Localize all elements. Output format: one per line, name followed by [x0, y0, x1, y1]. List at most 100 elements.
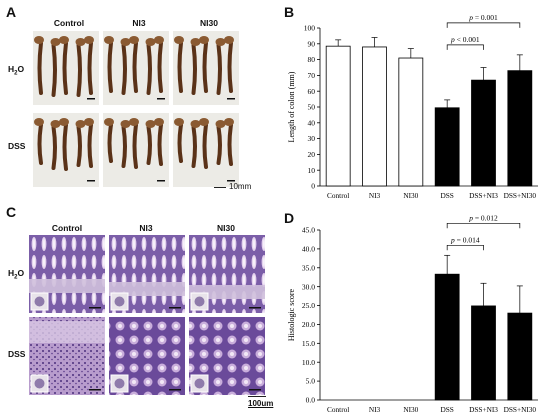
colon-specimen: [107, 123, 113, 163]
cecum: [199, 118, 209, 126]
panel-d-category-label: NI3: [369, 405, 381, 414]
inset-crypt: [194, 296, 205, 307]
panel-d-category-label: Control: [327, 405, 349, 414]
panel-c-col-ni30: NI30: [217, 223, 235, 233]
cecum: [129, 118, 139, 126]
colon-specimen: [227, 123, 233, 166]
panel-d-bar: [507, 312, 533, 401]
inset-crypt: [34, 378, 45, 389]
panel-b-bar: [507, 70, 533, 187]
colon-specimen: [146, 125, 152, 165]
cecum: [190, 38, 201, 46]
tile-scale-mark: [249, 389, 261, 391]
panel-b-category-label: NI30: [403, 191, 418, 200]
colon-specimen: [51, 43, 57, 97]
panel-d-y-tick-label: 15.0: [302, 339, 315, 348]
panel-d-chart: 0.0 5.0 10.0 15.0 20.0 25.0 30.0 35.0 40.0 45.0 Hi…: [287, 213, 538, 414]
panel-b-y-tick-label: 20: [308, 150, 316, 159]
panel-d-y-tick-label: 25.0: [302, 301, 315, 310]
tile-scale-mark: [87, 180, 95, 182]
panel-b-category-label: NI3: [369, 191, 381, 200]
cecum: [84, 118, 94, 126]
cecum: [75, 38, 86, 46]
colon-specimen: [76, 43, 82, 97]
panel-b-significance-label: p < 0.001: [450, 35, 480, 44]
inset-crypt: [114, 378, 125, 389]
panel-d-bar: [471, 305, 496, 401]
panel-d-y-tick-label: 45.0: [302, 226, 315, 235]
panel-b-letter: B: [284, 4, 295, 20]
tile-scale-mark: [249, 307, 261, 309]
colon-specimen: [191, 43, 197, 95]
panel-d-bar: [434, 273, 460, 401]
colon-specimen: [191, 125, 197, 168]
cecum: [174, 118, 184, 126]
panel-a-col-ni30: NI30: [200, 18, 218, 28]
panel-b-category-label: DSS+NI3: [469, 191, 498, 200]
colon-specimen: [216, 43, 222, 95]
colon-specimen: [121, 43, 127, 95]
panel-d-category-label: NI30: [403, 405, 418, 414]
cecum: [120, 38, 131, 46]
cecum: [224, 118, 234, 126]
cecum: [145, 120, 156, 128]
submucosa-band: [29, 279, 105, 293]
colon-specimen: [202, 123, 208, 169]
cecum: [120, 120, 131, 128]
panel-d-y-tick-label: 5.0: [306, 377, 316, 386]
panel-b-significance-label: p = 0.001: [468, 13, 498, 22]
colon-specimen: [177, 123, 183, 163]
cecum: [190, 120, 201, 128]
cecum: [50, 38, 61, 46]
colon-specimen: [51, 125, 57, 170]
cecum: [59, 118, 69, 126]
colon-specimen: [121, 125, 127, 168]
tile-scale-mark: [227, 180, 235, 182]
colon-specimen: [157, 41, 163, 93]
colon-specimen: [62, 41, 68, 95]
cecum: [34, 118, 44, 126]
panel-c-row-dss: DSS: [8, 349, 26, 359]
panel-b-y-tick-label: 0: [311, 182, 315, 191]
panel-b-y-axis-label: Length of colon (mm): [287, 71, 296, 142]
panel-d-y-tick-label: 20.0: [302, 320, 315, 329]
panel-a-row-h2o: H2O: [8, 64, 24, 77]
cecum: [154, 36, 164, 44]
panel-b-chart: 0 10 20 30 40 50 60 70 80 90 100 Length of colon (m…: [287, 13, 538, 200]
panel-c-letter: C: [6, 204, 17, 220]
colon-specimen: [76, 125, 82, 167]
cecum: [104, 36, 114, 44]
inset-crypt: [194, 378, 205, 389]
tile-scale-mark: [87, 98, 95, 100]
panel-b-bar: [362, 46, 387, 187]
panel-d-y-tick-label: 35.0: [302, 263, 315, 272]
panel-c-scale-bar: [248, 396, 266, 397]
colon-specimen: [157, 123, 163, 166]
panel-d-significance-bracket: [446, 244, 484, 251]
panel-a-scale-bar: [214, 187, 226, 188]
panel-b-y-tick-label: 50: [308, 103, 316, 112]
colon-specimen: [37, 41, 43, 95]
colon-specimen: [227, 41, 233, 93]
colon-specimen: [37, 123, 43, 165]
colon-specimen: [177, 41, 183, 93]
panel-d-significance-bracket: [446, 222, 521, 229]
panel-d-y-axis-label: Histologic score: [287, 288, 296, 341]
cecum: [84, 36, 94, 44]
panel-b-category-label: DSS: [440, 191, 453, 200]
panel-a-colon-photos: [33, 31, 239, 187]
colon-specimen: [87, 41, 93, 95]
colon-specimen: [62, 123, 68, 171]
panel-b-y-tick-label: 100: [304, 24, 316, 33]
panel-d-category-label: DSS: [440, 405, 453, 414]
cecum: [145, 38, 156, 46]
tile-scale-mark: [169, 307, 181, 309]
cecum: [199, 36, 209, 44]
tile-scale-mark: [157, 98, 165, 100]
colon-specimen: [87, 123, 93, 168]
cecum: [104, 118, 114, 126]
panel-c-col-ni3: NI3: [139, 223, 153, 233]
cecum: [215, 38, 226, 46]
panel-d-y-tick-label: 40.0: [302, 244, 315, 253]
colon-specimen: [107, 41, 113, 93]
